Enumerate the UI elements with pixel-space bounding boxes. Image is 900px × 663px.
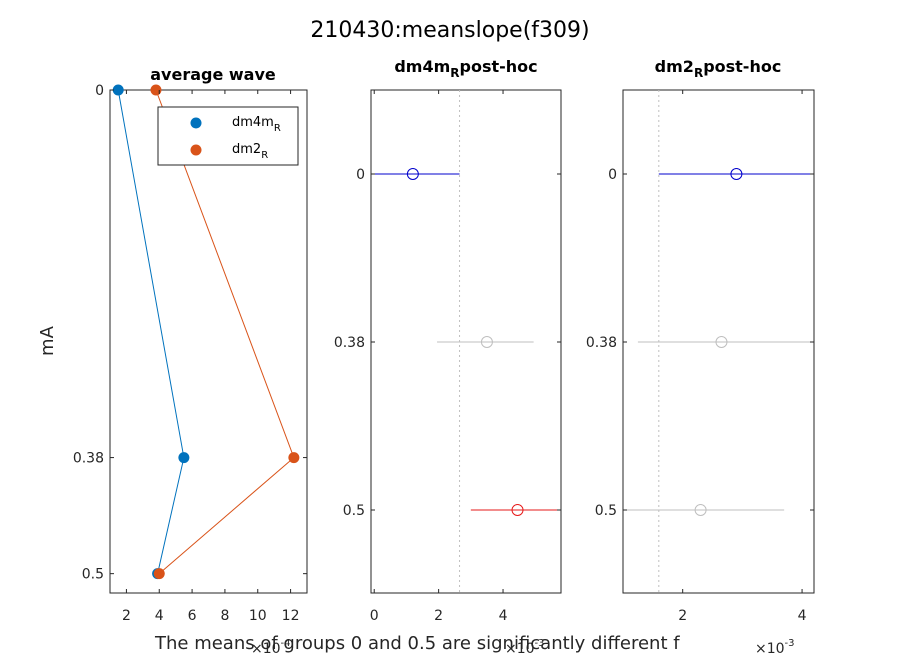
comparison-intervals: [371, 168, 561, 516]
footer-message: The means of groups 0 and 0.5 are signif…: [154, 633, 680, 654]
interval-mean-0: [730, 168, 743, 180]
x-tick-label: 8: [220, 608, 229, 624]
legend-marker-dm2: [190, 144, 202, 156]
legend-box: [157, 106, 299, 166]
title-base: dm4m: [394, 57, 450, 76]
x-tick-label: 2: [122, 608, 131, 624]
x-exponent-power: -3: [785, 638, 795, 649]
y-ticks: 0 0.38 0.5: [586, 167, 814, 519]
interval-mean-1: [715, 336, 728, 348]
y-ticks: 0 0.38 0.5: [73, 83, 307, 583]
title-sub: R: [450, 66, 459, 80]
x-tick-label: 12: [282, 608, 300, 624]
series-points: [112, 84, 300, 580]
legend-entry-dm4m-sub: R: [274, 123, 281, 134]
interval-mean-2: [694, 504, 707, 516]
title-sub: R: [694, 66, 703, 80]
title-rest: post-hoc: [460, 57, 538, 76]
data-point-dm2-0: [150, 84, 162, 96]
interval-mean-1: [480, 336, 493, 348]
x-exponent-base: ×10: [251, 641, 281, 657]
x-exponent-label: ×10-3: [755, 638, 795, 657]
dm4m-post-hoc-panel: dm4mRpost-hoc 0 0.38 0.5 0 2 4 ×10-3: [334, 57, 562, 657]
x-exponent-label: ×10-4: [251, 638, 291, 657]
y-tick-label: 0.38: [586, 335, 617, 351]
legend-marker-dm4m: [190, 117, 202, 129]
y-ticks: 0 0.38 0.5: [334, 167, 561, 519]
average-wave-panel: average wave mA 00.380.5 2 4 6 8 10 12 ×10-4 …: [37, 65, 308, 657]
x-tick-label: 6: [188, 608, 197, 624]
comparison-intervals: [623, 168, 814, 516]
y-tick-label: 0.5: [82, 567, 104, 583]
dm2-post-hoc-title: dm2Rpost-hoc: [655, 57, 782, 80]
x-tick-label: 4: [155, 608, 164, 624]
x-exponent-power: -4: [281, 638, 291, 649]
x-tick-label: 4: [798, 608, 807, 624]
legend-entry-dm2-sub: R: [261, 150, 268, 161]
interval-mean-2: [511, 504, 524, 516]
title-base: dm2: [655, 57, 694, 76]
data-point-dm2-2: [153, 568, 165, 580]
x-exponent-power: -3: [535, 638, 545, 649]
y-tick-label: 0: [608, 167, 617, 183]
y-tick-label: 0.38: [73, 451, 104, 467]
data-point-dm4m-0: [112, 84, 124, 96]
x-exponent-base: ×10: [505, 641, 535, 657]
legend-entry-dm2: dm2R: [232, 142, 268, 161]
y-tick-label: 0: [95, 83, 104, 99]
legend-entry-dm4m-base: dm4m: [232, 115, 274, 130]
legend-entry-dm4m: dm4mR: [232, 115, 281, 134]
dm4m-post-hoc-title: dm4mRpost-hoc: [394, 57, 537, 80]
legend: dm4mR dm2R: [157, 106, 299, 166]
x-tick-label: 10: [249, 608, 267, 624]
y-tick-label: 0.38: [334, 335, 365, 351]
figure-title: 210430:meanslope(f309): [310, 18, 589, 43]
average-wave-title: average wave: [150, 65, 276, 84]
x-exponent-base: ×10: [755, 641, 785, 657]
legend-entry-dm2-base: dm2: [232, 142, 261, 157]
x-tick-label: 2: [434, 608, 443, 624]
y-tick-label: 0.5: [595, 503, 617, 519]
x-ticks: 2 4 6 8 10 12: [122, 90, 300, 624]
x-tick-label: 0: [370, 608, 379, 624]
data-point-dm2-1: [288, 452, 300, 464]
x-tick-label: 2: [678, 608, 687, 624]
y-tick-label: 0.5: [343, 503, 365, 519]
interval-mean-0: [406, 168, 419, 180]
y-tick-label: 0: [356, 167, 365, 183]
x-tick-label: 4: [499, 608, 508, 624]
y-axis-label: mA: [37, 325, 58, 356]
x-exponent-label: ×10-3: [505, 638, 545, 657]
data-point-dm4m-1: [178, 452, 190, 464]
title-rest: post-hoc: [703, 57, 781, 76]
average-wave-plot-area: [109, 89, 308, 594]
x-ticks: 0 2 4: [370, 90, 508, 624]
